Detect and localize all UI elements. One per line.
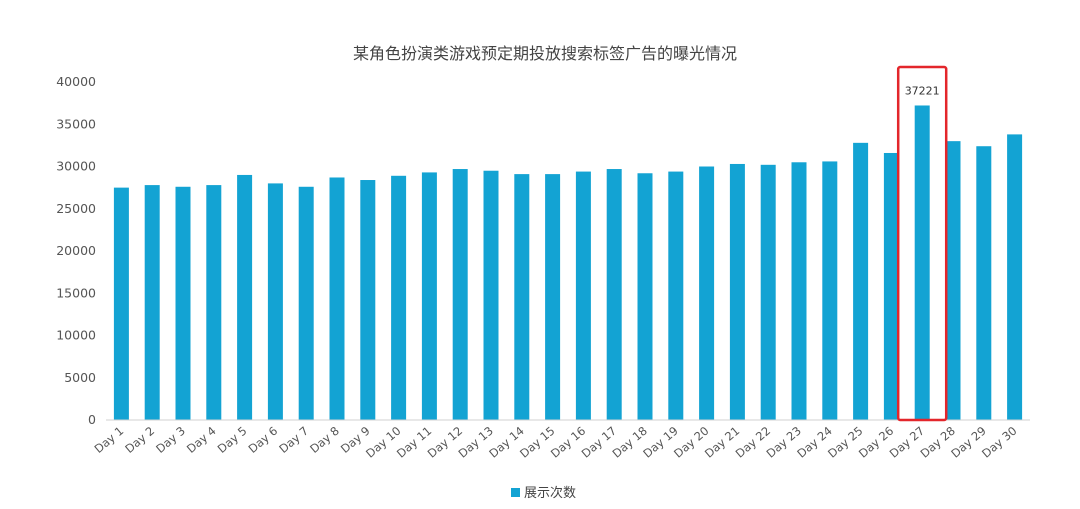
x-tick-label: Day 1 xyxy=(92,424,127,456)
y-tick-label: 30000 xyxy=(56,159,96,174)
x-tick-label: Day 2 xyxy=(122,424,157,456)
bar xyxy=(914,105,930,421)
y-tick-label: 0 xyxy=(88,412,96,427)
bar xyxy=(760,164,776,420)
x-tick-label: Day 30 xyxy=(979,424,1019,461)
x-tick-label: Day 3 xyxy=(153,424,188,456)
y-tick-label: 10000 xyxy=(56,328,96,343)
bar xyxy=(360,180,376,420)
bar xyxy=(113,187,129,420)
legend-swatch xyxy=(511,488,520,497)
bar xyxy=(267,183,283,420)
y-tick-label: 20000 xyxy=(56,243,96,258)
y-tick-label: 25000 xyxy=(56,201,96,216)
bar xyxy=(144,185,160,420)
bar xyxy=(483,170,499,420)
bar xyxy=(391,175,407,420)
x-tick-label: Day 6 xyxy=(246,424,281,456)
bar xyxy=(298,186,314,420)
bar xyxy=(175,186,191,420)
bar xyxy=(729,163,745,420)
legend: 展示次数 xyxy=(511,485,576,501)
bars xyxy=(113,105,1023,421)
bar xyxy=(976,146,992,420)
x-tick-label: Day 4 xyxy=(184,424,219,456)
bar xyxy=(237,174,253,420)
y-tick-label: 40000 xyxy=(56,74,96,89)
y-tick-label: 35000 xyxy=(56,116,96,131)
y-axis: 0 5000 10000 15000 20000 25000 30000 35000 40000 xyxy=(56,74,96,427)
bar xyxy=(545,174,561,420)
legend-label: 展示次数 xyxy=(524,485,576,501)
y-tick-label: 5000 xyxy=(64,370,96,385)
bar xyxy=(575,171,591,420)
bar xyxy=(853,142,869,420)
bar xyxy=(606,169,622,420)
bar xyxy=(791,162,807,420)
data-label: 37221 xyxy=(905,84,940,97)
bar xyxy=(452,169,468,420)
bar xyxy=(668,171,684,420)
bar xyxy=(699,166,715,420)
bar xyxy=(883,152,899,421)
bar xyxy=(421,172,437,420)
bar xyxy=(822,161,838,420)
bar xyxy=(945,141,961,420)
annotations: 37221 xyxy=(896,65,948,422)
y-tick-label: 15000 xyxy=(56,285,96,300)
bar xyxy=(1007,134,1023,420)
x-tick-label: Day 8 xyxy=(307,424,342,456)
bar xyxy=(329,177,345,420)
highlight-box xyxy=(896,65,948,422)
bar xyxy=(637,173,653,420)
chart-title: 某角色扮演类游戏预定期投放搜索标签广告的曝光情况 xyxy=(353,44,737,63)
x-tick-label: Day 7 xyxy=(276,424,311,456)
x-tick-label: Day 5 xyxy=(215,424,250,456)
bar xyxy=(514,174,530,420)
bar xyxy=(206,185,222,420)
